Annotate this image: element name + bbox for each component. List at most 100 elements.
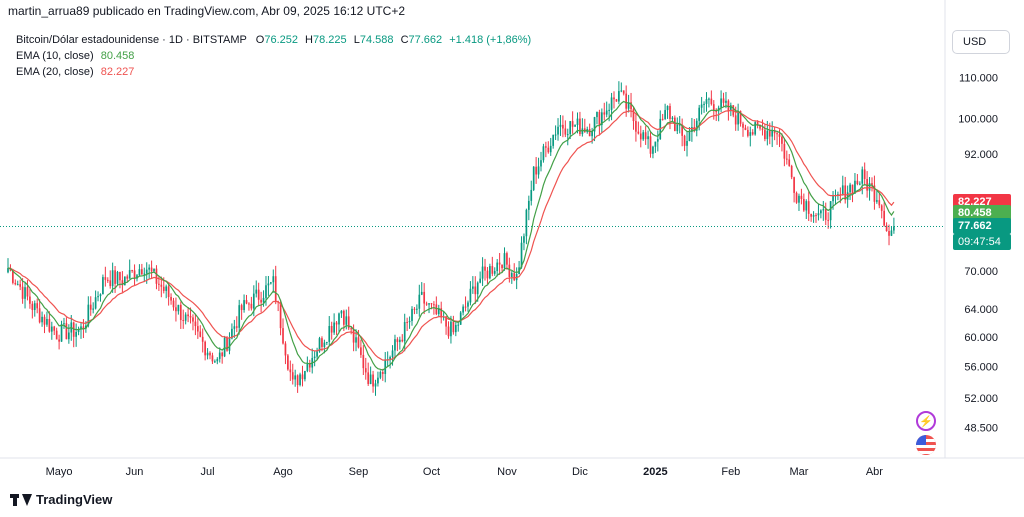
symbol-label[interactable]: Bitcoin/Dólar estadounidense · 1D · BITS… — [16, 34, 247, 46]
candle-body — [362, 354, 365, 369]
candle-body — [265, 285, 267, 298]
time-tick-label: Mayo — [46, 466, 73, 478]
candle-body — [199, 331, 202, 337]
candle-body — [871, 183, 873, 186]
candle-body — [167, 286, 170, 297]
candle-body — [810, 213, 812, 217]
candle-body — [893, 226, 895, 231]
candle-body — [357, 337, 360, 348]
time-tick-label: Jun — [126, 466, 144, 478]
candle-body — [7, 268, 9, 273]
candle-body — [172, 300, 175, 308]
price-tick-label: 60.000 — [964, 332, 998, 344]
candle-body — [143, 273, 146, 275]
candle-body — [301, 374, 304, 380]
candle-body — [367, 372, 370, 384]
candle-body — [294, 375, 297, 380]
close-label: C — [400, 34, 409, 46]
flash-icon[interactable]: ⚡ — [916, 411, 936, 431]
candle-body — [837, 194, 839, 196]
candle-body — [776, 133, 778, 135]
candle-body — [33, 303, 36, 311]
candle-body — [571, 121, 574, 127]
legend-ema10-row[interactable]: EMA (10, close) 80.458 — [16, 48, 531, 64]
candle-body — [391, 350, 394, 358]
candle-body — [381, 372, 384, 374]
candle-body — [459, 312, 462, 325]
candle-body — [501, 264, 503, 269]
candle-body — [296, 375, 299, 386]
candle-body — [141, 269, 143, 275]
time-tick-label: Mar — [789, 466, 808, 478]
candle-body — [211, 355, 214, 362]
candle-body — [50, 326, 53, 332]
candle-body — [162, 286, 165, 291]
candle-body — [841, 185, 844, 195]
candle-body — [445, 316, 447, 327]
candle-body — [817, 213, 820, 216]
candle-body — [547, 147, 550, 153]
candle-body — [698, 107, 701, 121]
candle-body — [401, 339, 404, 342]
candle-body — [94, 297, 97, 309]
candle-body — [727, 100, 730, 111]
candle-body — [802, 198, 805, 211]
candle-body — [411, 308, 413, 321]
candle-body — [890, 230, 893, 236]
candle-body — [89, 304, 92, 310]
time-axis[interactable]: Mayo Jun Jul Ago Sep Oct Nov Dic 2025 Feb Mar Abr — [0, 457, 1024, 478]
candle-body — [279, 302, 282, 329]
candle-body — [800, 195, 803, 199]
candle-body — [610, 97, 613, 110]
candle-body — [600, 112, 603, 126]
candle-body — [783, 143, 786, 159]
candle-body — [639, 133, 642, 140]
candle-body — [97, 296, 99, 298]
candle-body — [384, 359, 387, 374]
candle-body — [274, 276, 277, 302]
candle-body — [194, 321, 197, 327]
time-tick-label: Oct — [423, 466, 440, 478]
candle-body — [321, 338, 323, 347]
candle-body — [82, 326, 85, 329]
low-value: 74.588 — [359, 34, 394, 46]
candle-body — [759, 125, 761, 129]
candle-body — [756, 122, 759, 126]
candle-body — [739, 111, 742, 124]
candle-body — [737, 111, 739, 125]
currency-button[interactable]: USD — [952, 30, 1010, 54]
candle-body — [742, 123, 744, 128]
candle-body — [798, 195, 800, 203]
candle-body — [338, 313, 340, 325]
candle-body — [542, 146, 545, 161]
candle-body — [486, 270, 489, 279]
candle-body — [177, 304, 180, 312]
candle-body — [576, 118, 579, 126]
candle-body — [827, 219, 830, 221]
candle-body — [484, 266, 486, 271]
candle-body — [880, 205, 883, 211]
candle-body — [55, 330, 58, 340]
price-axis[interactable]: 110.000 100.000 92.000 70.000 64.000 60.000 56… — [944, 0, 998, 458]
tradingview-logo-icon — [10, 493, 32, 506]
footer-brand[interactable]: TradingView — [10, 492, 112, 507]
candle-body — [781, 136, 783, 144]
candle-body — [513, 273, 516, 281]
candle-body — [579, 118, 581, 135]
candle-body — [885, 225, 888, 232]
candles — [7, 81, 895, 396]
candle-body — [226, 337, 228, 351]
candle-body — [812, 215, 815, 217]
candle-body — [712, 104, 715, 112]
candle-body — [394, 339, 396, 351]
candle-body — [498, 262, 501, 265]
candle-body — [420, 291, 423, 295]
candle-body — [761, 128, 764, 130]
candle-body — [248, 303, 250, 305]
candle-body — [257, 289, 260, 300]
candle-body — [807, 201, 810, 214]
us-flag-icon[interactable] — [916, 435, 936, 455]
legend-ema20-row[interactable]: EMA (20, close) 82.227 — [16, 64, 531, 80]
close-value: 77.662 — [408, 34, 443, 46]
